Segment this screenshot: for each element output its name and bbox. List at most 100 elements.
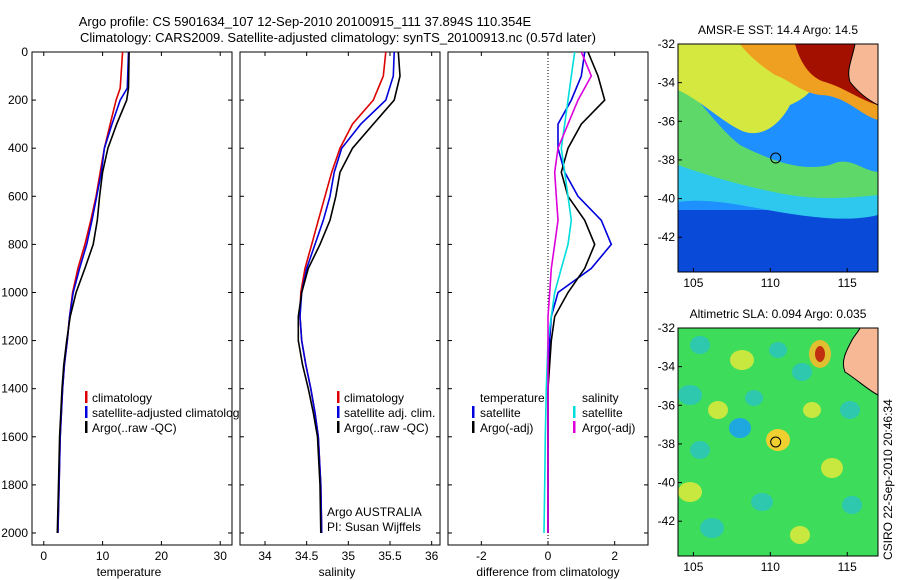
x-tick-label: -2 xyxy=(476,549,487,563)
sst-map-frame xyxy=(677,43,879,273)
map-y-tick-label: -32 xyxy=(658,321,676,335)
sst-land xyxy=(848,44,878,106)
y-tick-label: 0 xyxy=(21,45,28,59)
sla-blob xyxy=(751,493,773,511)
sla-blob xyxy=(815,346,825,362)
sla-argo-marker xyxy=(770,436,782,448)
map-y-tick-label: -36 xyxy=(658,398,676,412)
legend-label-temp-argo: Argo(-adj) xyxy=(480,421,533,435)
map-y-tick-label: -38 xyxy=(658,437,676,451)
sst-argo-marker xyxy=(770,152,782,164)
temperature-plot-frame xyxy=(31,51,233,546)
sla-blob xyxy=(708,401,728,419)
y-tick-label: 1400 xyxy=(1,382,28,396)
difference-xlabel: difference from climatology xyxy=(476,565,619,579)
map-y-tick-label: -40 xyxy=(658,192,676,206)
x-tick-label: 30 xyxy=(214,549,228,563)
sla-blob xyxy=(769,342,787,358)
sla-blob xyxy=(678,385,702,405)
sst-map: AMSR-E SST: 14.4 Argo: 14.5 105 110 115 -32… xyxy=(658,23,879,290)
sst-band-green xyxy=(678,80,878,199)
sla-blob xyxy=(821,458,843,478)
map-x-tick-label: 105 xyxy=(683,276,703,290)
sla-map: Altimetric SLA: 0.094 Argo: 0.035 xyxy=(658,307,879,574)
y-tick-label: 400 xyxy=(8,141,28,155)
sla-blob xyxy=(840,401,860,419)
y-tick-label: 800 xyxy=(8,237,28,251)
timestamp-side-label: CSIRO 22-Sep-2010 20:46:34 xyxy=(881,399,895,560)
legend-swatch-argo-raw xyxy=(85,421,88,433)
figure-title-line1: Argo profile: CS 5901634_107 12-Sep-2010… xyxy=(79,14,532,29)
sla-blob xyxy=(792,363,812,381)
map-x-tick-label: 110 xyxy=(761,276,780,290)
legend-swatch-satellite-adj xyxy=(337,406,340,418)
x-tick-label: 34 xyxy=(258,549,272,563)
legend-swatch-sal-argo xyxy=(573,421,576,433)
sla-blob xyxy=(790,526,810,544)
y-tick-label: 1200 xyxy=(1,334,28,348)
legend-label-climatology: climatology xyxy=(344,391,404,405)
legend-label-sal-argo: Argo(-adj) xyxy=(582,421,635,435)
difference-legend: temperature satellite Argo(-adj) salinit… xyxy=(472,391,635,435)
difference-panel: -2 0 2 difference from climatology tempera… xyxy=(447,51,649,579)
salinity-legend: climatology satellite adj. clim. Argo(..… xyxy=(337,391,435,435)
legend-swatch-satellite-adjusted xyxy=(85,406,88,418)
x-tick-label: 35.5 xyxy=(378,549,402,563)
sla-map-frame xyxy=(677,327,879,557)
sst-map-title: AMSR-E SST: 14.4 Argo: 14.5 xyxy=(698,23,858,37)
x-tick-label: 20 xyxy=(155,549,169,563)
sla-land xyxy=(842,328,878,396)
sla-blob xyxy=(729,418,751,438)
legend-swatch-sal-satellite xyxy=(573,406,576,418)
sla-blob xyxy=(803,402,821,418)
legend-group-title-temperature: temperature xyxy=(480,391,545,405)
profile-line-blue xyxy=(299,52,395,534)
legend-swatch-climatology xyxy=(85,391,88,403)
profile-line-cyan xyxy=(543,52,576,534)
sla-blob xyxy=(678,482,702,502)
map-y-tick-label: -42 xyxy=(658,514,676,528)
sla-blob xyxy=(745,390,763,406)
y-tick-label: 600 xyxy=(8,189,28,203)
x-tick-label: 10 xyxy=(96,549,110,563)
salinity-plot-frame xyxy=(239,51,441,546)
x-tick-label: 0 xyxy=(545,549,552,563)
x-tick-label: 35 xyxy=(342,549,356,563)
y-tick-label: 1600 xyxy=(1,430,28,444)
map-y-tick-label: -42 xyxy=(658,230,676,244)
temperature-legend: climatology satellite-adjusted climatolo… xyxy=(85,391,245,435)
map-x-tick-label: 110 xyxy=(761,560,780,574)
map-y-tick-label: -38 xyxy=(658,153,676,167)
legend-swatch-temp-satellite xyxy=(472,406,475,418)
x-tick-label: 0 xyxy=(40,549,47,563)
sla-blob xyxy=(730,350,754,370)
sla-map-title: Altimetric SLA: 0.094 Argo: 0.035 xyxy=(690,307,867,321)
x-tick-label: 36 xyxy=(425,549,439,563)
sla-blob xyxy=(700,518,724,538)
temperature-panel: 0 200 400 600 800 1000 1200 1400 1600 1800 2000 0 10… xyxy=(1,45,245,579)
argo-pi-annotation: PI: Susan Wijffels xyxy=(327,520,421,534)
x-tick-label: 34.5 xyxy=(295,549,319,563)
legend-label-climatology: climatology xyxy=(92,391,152,405)
map-y-tick-label: -40 xyxy=(658,476,676,490)
map-y-tick-label: -36 xyxy=(658,114,676,128)
y-tick-label: 1000 xyxy=(1,285,28,299)
sla-blob xyxy=(690,441,710,459)
sla-blob xyxy=(766,429,790,451)
legend-label-satellite-adjusted: satellite-adjusted climatology xyxy=(92,406,245,420)
profile-line-black xyxy=(297,52,401,534)
map-x-tick-label: 115 xyxy=(838,560,857,574)
legend-label-satellite-adj: satellite adj. clim. xyxy=(344,406,435,420)
map-y-tick-label: -34 xyxy=(658,76,676,90)
legend-label-argo-raw: Argo(..raw -QC) xyxy=(344,421,429,435)
profile-line-black xyxy=(56,52,130,534)
y-tick-label: 2000 xyxy=(1,526,28,540)
map-x-tick-label: 105 xyxy=(683,560,703,574)
salinity-xlabel: salinity xyxy=(319,565,356,579)
map-y-tick-label: -34 xyxy=(658,360,676,374)
profile-line-magenta xyxy=(547,52,593,533)
y-tick-label: 1800 xyxy=(1,478,28,492)
map-x-tick-label: 115 xyxy=(838,276,857,290)
y-tick-label: 200 xyxy=(8,93,28,107)
